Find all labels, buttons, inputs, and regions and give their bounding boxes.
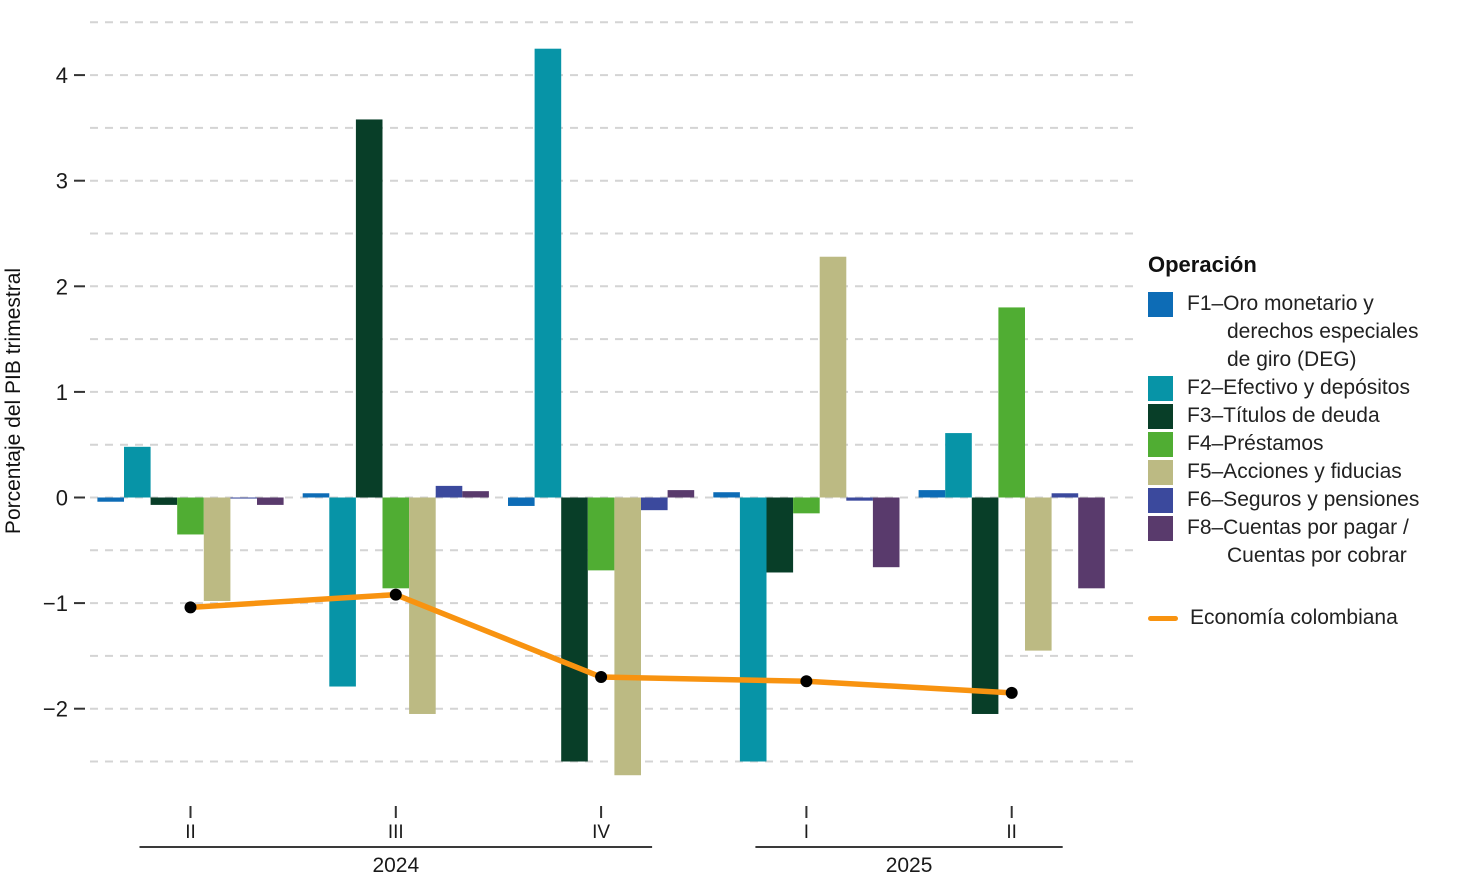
legend-items: F1–Oro monetario y derechos especiales d…: [1148, 290, 1480, 570]
bar-F6-2025-II: [1051, 493, 1079, 498]
x-tick-label-2024-III: III: [388, 822, 404, 843]
y-tick-label: 3: [56, 169, 68, 194]
legend-swatch: [1148, 292, 1173, 317]
bar-F4-2024-IV: [587, 497, 615, 571]
x-tick-label-2024-IV: IV: [592, 822, 610, 843]
y-axis-title: Porcentaje del PIB trimestral: [2, 267, 25, 535]
bar-F8-2024-III: [462, 491, 489, 498]
y-tick-label: −1: [43, 591, 68, 616]
bar-F2-2025-I: [739, 497, 767, 762]
legend-item: F6–Seguros y pensiones: [1148, 486, 1480, 514]
legend-item: F4–Préstamos: [1148, 430, 1480, 458]
line-point-2024-II: [184, 601, 197, 614]
bar-F3-2024-II: [150, 497, 178, 505]
bar-F6-2024-II: [230, 497, 257, 499]
legend-item-label: F4–Préstamos: [1187, 432, 1324, 455]
x-tick-label-2024-II: II: [185, 822, 196, 843]
bar-F5-2024-IV: [614, 497, 641, 776]
legend-item-label: F8–Cuentas por pagar / Cuentas por cobra…: [1187, 516, 1409, 567]
bar-F4-2025-II: [998, 307, 1025, 498]
legend-swatch: [1148, 376, 1173, 401]
x-tick-label-2025-I: I: [804, 822, 809, 843]
line-point-2024-III: [389, 588, 402, 601]
legend-item: F8–Cuentas por pagar / Cuentas por cobra…: [1148, 514, 1480, 570]
bar-F5-2025-II: [1025, 497, 1052, 651]
bar-F4-2025-I: [793, 497, 820, 514]
bar-F2-2024-IV: [534, 48, 562, 498]
legend-swatch: [1148, 516, 1173, 541]
bar-F2-2024-III: [329, 497, 356, 687]
bar-F1-2025-II: [918, 490, 946, 498]
bar-F3-2024-IV: [561, 497, 588, 762]
y-tick-label: 1: [56, 380, 68, 405]
legend: Operación F1–Oro monetario y derechos es…: [1148, 252, 1480, 630]
bar-F4-2024-II: [177, 497, 204, 535]
legend-swatch: [1148, 404, 1173, 429]
legend-item: F1–Oro monetario y derechos especiales d…: [1148, 290, 1480, 374]
year-label-2025: 2025: [886, 854, 933, 877]
legend-swatch: [1148, 432, 1173, 457]
bar-F6-2024-IV: [641, 497, 668, 511]
bar-F6-2024-III: [435, 485, 463, 498]
legend-item-label: F5–Acciones y fiducias: [1187, 460, 1402, 483]
legend-item-label: F6–Seguros y pensiones: [1187, 488, 1420, 511]
legend-line-item: Economía colombiana: [1148, 606, 1480, 630]
bar-F1-2024-III: [302, 493, 330, 498]
legend-item-label: F1–Oro monetario y derechos especiales d…: [1187, 292, 1419, 371]
line-point-2025-II: [1005, 686, 1018, 699]
line-point-2024-IV: [595, 671, 608, 684]
legend-swatch: [1148, 460, 1173, 485]
bar-F6-2025-I: [846, 497, 873, 501]
year-label-2024: 2024: [372, 854, 419, 877]
y-tick-label: 0: [56, 486, 68, 511]
bar-F1-2025-I: [713, 492, 740, 498]
bar-F8-2025-I: [872, 497, 900, 568]
bar-F5-2024-II: [203, 497, 231, 601]
y-tick-label: −2: [43, 697, 68, 722]
bar-F1-2024-IV: [508, 497, 535, 506]
bar-F8-2024-IV: [667, 490, 695, 498]
legend-item: F2–Efectivo y depósitos: [1148, 374, 1480, 402]
bar-F4-2024-III: [382, 497, 410, 589]
x-tick-label-2025-II: II: [1006, 822, 1017, 843]
bar-F2-2024-II: [124, 446, 151, 498]
legend-item-label: F3–Títulos de deuda: [1187, 404, 1380, 427]
legend-item: F5–Acciones y fiducias: [1148, 458, 1480, 486]
legend-item-label: F2–Efectivo y depósitos: [1187, 376, 1410, 399]
line-point-2025-I: [800, 675, 813, 688]
bar-F3-2025-I: [766, 497, 794, 573]
bar-F5-2025-I: [819, 256, 847, 498]
legend-swatch: [1148, 488, 1173, 513]
y-tick-label: 2: [56, 274, 68, 299]
legend-title: Operación: [1148, 252, 1257, 277]
bar-F1-2024-II: [97, 497, 124, 502]
legend-item: F3–Títulos de deuda: [1148, 402, 1480, 430]
bar-F3-2025-II: [971, 497, 999, 714]
bar-F2-2025-II: [945, 433, 972, 498]
legend-line-label: Economía colombiana: [1190, 606, 1398, 629]
bar-F3-2024-III: [355, 119, 383, 498]
bar-F8-2024-II: [257, 497, 284, 505]
line-series-swatch: [1148, 615, 1178, 621]
bar-F8-2025-II: [1078, 497, 1105, 589]
y-tick-label: 4: [56, 63, 68, 88]
